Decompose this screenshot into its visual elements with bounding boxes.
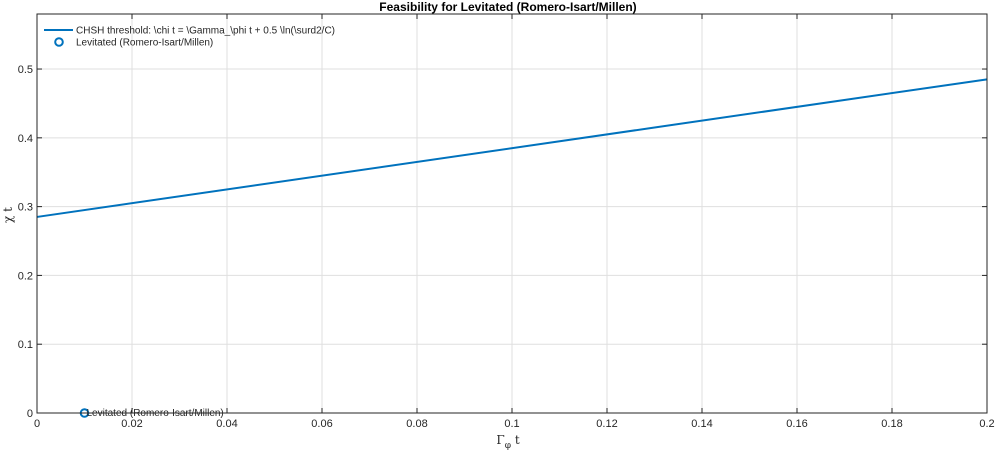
point-annotation: Levitated (Romero-Isart/Millen): [87, 408, 224, 419]
x-tick-label: 0.2: [979, 418, 994, 430]
x-tick-label: 0.14: [691, 418, 712, 430]
y-tick-label: 0: [27, 408, 33, 420]
x-tick-label: 0.06: [311, 418, 332, 430]
legend-swatch-levitated: [54, 37, 64, 47]
y-tick-label: 0.1: [18, 339, 33, 351]
chart-title: Feasibility for Levitated (Romero-Isart/…: [379, 0, 636, 14]
y-tick-label: 0.5: [18, 64, 33, 76]
legend-entry-levitated: Levitated (Romero-Isart/Millen): [76, 38, 213, 49]
legend-entry-threshold: CHSH threshold: \chi t = \Gamma_\phi t +…: [76, 26, 335, 37]
x-tick-label: 0.1: [504, 418, 519, 430]
y-tick-label: 0.2: [18, 270, 33, 282]
x-axis-label-main: Γ: [496, 433, 504, 447]
annotations: Levitated (Romero-Isart/Millen): [87, 408, 224, 419]
y-tick-label: 0.3: [18, 202, 33, 214]
y-axis-label: χ t: [1, 207, 15, 223]
x-tick-label: 0.12: [596, 418, 617, 430]
x-tick-label: 0.18: [881, 418, 902, 430]
x-axis-label-subscript: φ: [505, 441, 511, 451]
x-tick-label: 0: [34, 418, 40, 430]
x-tick-label: 0.04: [216, 418, 237, 430]
legend: CHSH threshold: \chi t = \Gamma_\phi t +…: [44, 26, 335, 49]
x-tick-label: 0.08: [406, 418, 427, 430]
x-tick-label: 0.16: [786, 418, 807, 430]
y-tick-label: 0.4: [18, 133, 33, 145]
axis-ticks: 0 0.02 0.04 0.06 0.08 0.1 0.12 0.14 0.16 0.18 0.2 0…: [18, 14, 995, 430]
x-tick-label: 0.02: [121, 418, 142, 430]
x-axis-label: Γφ t: [496, 433, 519, 451]
x-axis-label-suffix: t: [511, 433, 520, 447]
series-line-threshold: [36, 78, 988, 218]
